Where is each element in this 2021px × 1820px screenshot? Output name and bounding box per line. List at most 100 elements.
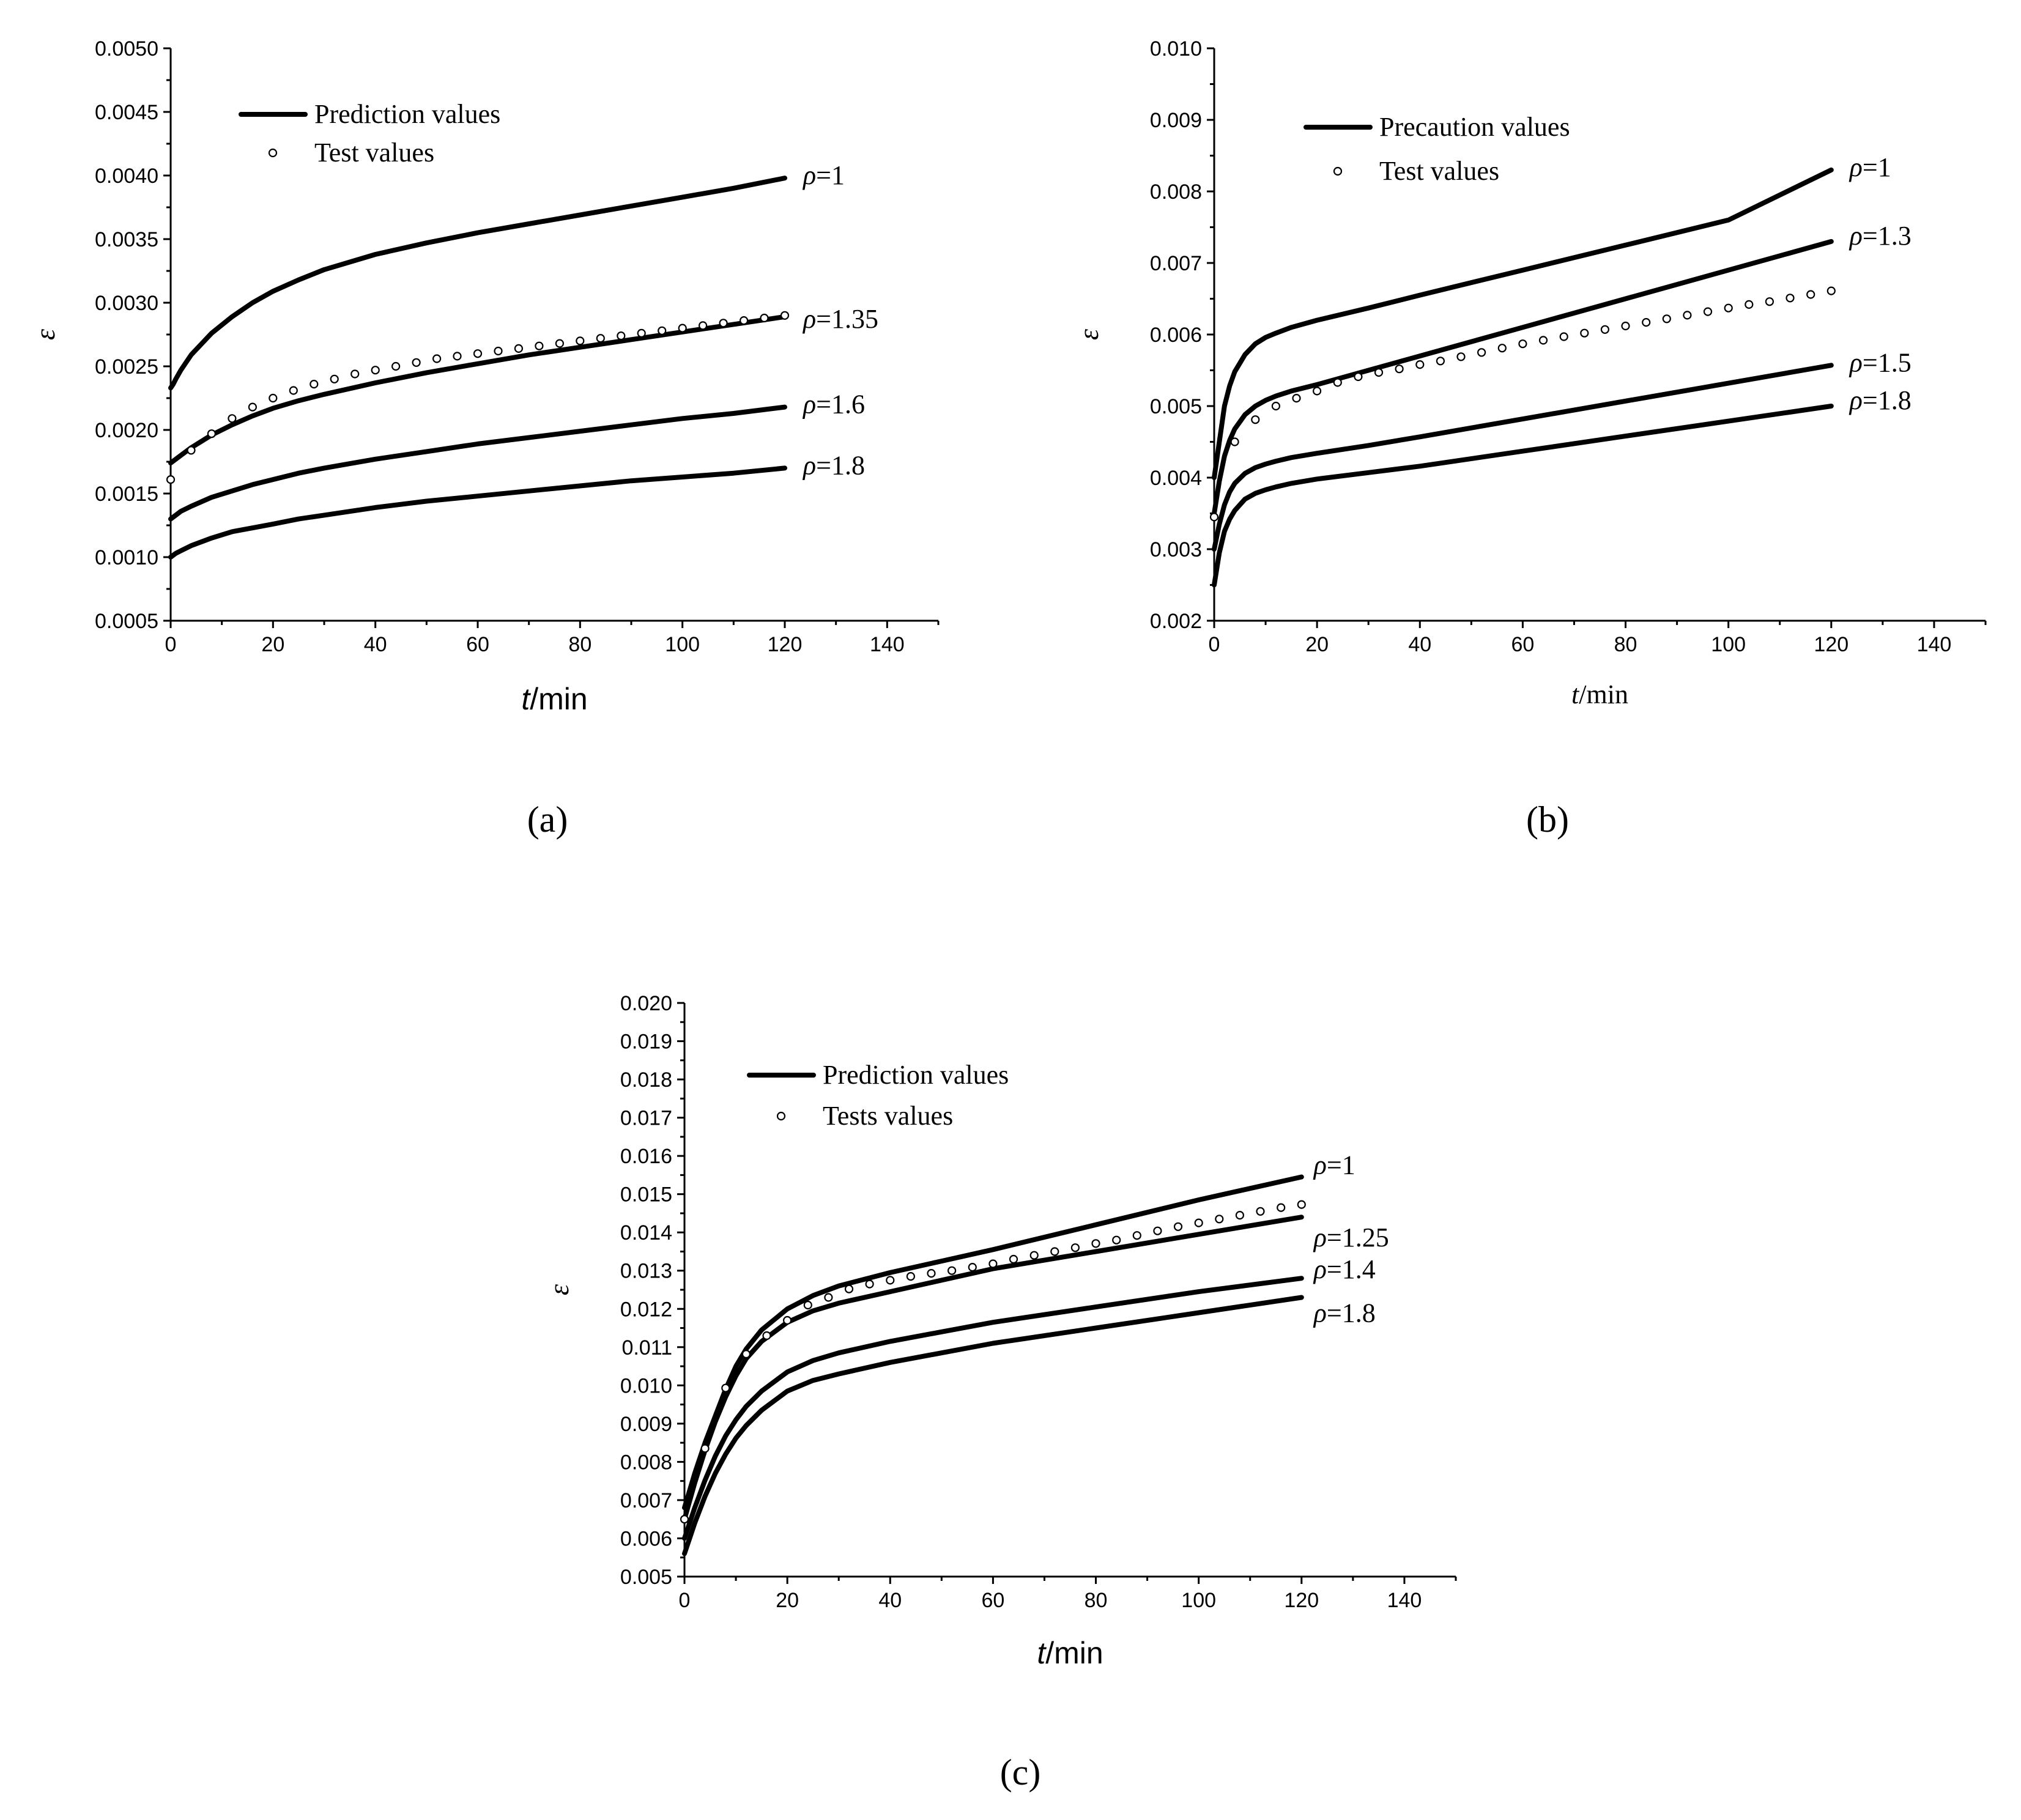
test-point — [1559, 332, 1568, 341]
y-tick-label: 0.012 — [620, 1298, 672, 1321]
test-point — [1765, 297, 1774, 306]
x-tick-label: 60 — [466, 633, 489, 656]
y-tick-label: 0.005 — [620, 1566, 672, 1589]
test-point — [1112, 1235, 1121, 1245]
x-tick-label: 140 — [1917, 633, 1952, 656]
y-tick-label: 0.002 — [1150, 610, 1202, 633]
legend-line-label: Prediction values — [314, 99, 500, 129]
x-tick-label: 20 — [776, 1589, 799, 1612]
test-point — [1683, 311, 1692, 320]
curve-label-3: ρ=1.6 — [802, 390, 865, 420]
test-point — [350, 369, 360, 379]
test-point — [865, 1279, 874, 1289]
test-point — [1703, 307, 1713, 316]
test-point — [1153, 1226, 1162, 1235]
x-tick-label: 100 — [665, 633, 700, 656]
test-point — [739, 316, 749, 325]
test-point — [453, 352, 462, 361]
test-point — [248, 402, 257, 412]
legend-line-label: Prediction values — [823, 1060, 1009, 1090]
test-point — [1230, 437, 1239, 446]
test-point — [886, 1276, 895, 1285]
test-point — [1621, 321, 1630, 331]
test-point — [1518, 339, 1527, 349]
test-point — [1251, 415, 1260, 424]
test-point — [207, 429, 216, 438]
test-point — [637, 328, 646, 338]
test-point — [1333, 378, 1342, 387]
test-point — [432, 354, 442, 363]
x-tick-label: 20 — [1305, 633, 1329, 656]
x-tick-label: 100 — [1181, 1589, 1216, 1612]
test-point — [1786, 294, 1795, 303]
y-tick-label: 0.0005 — [95, 610, 158, 633]
test-point — [700, 1444, 710, 1453]
test-point — [1600, 325, 1609, 334]
test-point — [947, 1266, 957, 1275]
x-tick-label: 20 — [261, 633, 284, 656]
curve-label-4: ρ=1.8 — [1313, 1298, 1376, 1328]
x-tick-label: 40 — [878, 1589, 902, 1612]
curve-label-3: ρ=1.4 — [1313, 1254, 1376, 1284]
test-point — [680, 1515, 689, 1524]
y-tick-label: 0.011 — [621, 1336, 672, 1359]
y-tick-label: 0.007 — [620, 1489, 672, 1512]
x-tick-label: 0 — [679, 1589, 691, 1612]
test-point — [1724, 303, 1733, 313]
test-point — [1374, 368, 1384, 377]
test-point — [187, 446, 196, 455]
x-tick-label: 40 — [364, 633, 387, 656]
y-tick-label: 0.017 — [620, 1107, 672, 1130]
test-point — [1415, 360, 1425, 369]
legend-marker-label: Test values — [1379, 156, 1499, 186]
chart-a: 0.0005 0.0010 0.0015 0.0020 0.0025 0.0030 0.00… — [29, 37, 940, 716]
series-line-3 — [682, 1276, 1304, 1541]
legend-marker-swatch — [268, 148, 278, 158]
x-tick-label: 100 — [1711, 633, 1746, 656]
test-point — [1271, 401, 1280, 411]
test-point — [760, 313, 769, 323]
y-tick-label: 0.009 — [620, 1413, 672, 1436]
y-tick-label: 0.019 — [620, 1030, 672, 1054]
test-point — [1050, 1247, 1059, 1256]
y-tick-label: 0.020 — [620, 992, 672, 1015]
y-tick-label: 0.005 — [1150, 395, 1202, 418]
test-point — [289, 386, 298, 395]
y-tick-label: 0.014 — [620, 1221, 672, 1245]
test-point — [988, 1259, 998, 1268]
test-point — [1806, 290, 1815, 299]
test-point — [1354, 372, 1363, 382]
y-axis-label: ε — [29, 328, 61, 340]
y-tick-label: 0.0050 — [95, 37, 158, 61]
y-tick-label: 0.0045 — [95, 101, 158, 124]
curve-label-4: ρ=1.8 — [802, 450, 865, 480]
x-tick-label: 60 — [1511, 633, 1534, 656]
y-axis-label: ε — [543, 1284, 574, 1295]
curve-label-3: ρ=1.5 — [1849, 347, 1912, 377]
test-point — [658, 326, 667, 335]
legend-line-label: Precaution values — [1379, 112, 1570, 142]
test-point — [1456, 352, 1466, 361]
y-tick-label: 0.003 — [1150, 538, 1202, 561]
x-axis-label: t/min — [521, 682, 587, 716]
test-point — [1538, 336, 1548, 345]
x-axis-label: t/min — [1571, 679, 1628, 709]
y-tick-label: 0.013 — [620, 1260, 672, 1283]
test-point — [968, 1263, 977, 1272]
x-tick-label: 0 — [165, 633, 177, 656]
test-point — [1497, 344, 1507, 353]
test-point — [596, 334, 605, 343]
series-line-4 — [168, 465, 787, 560]
x-tick-label: 0 — [1209, 633, 1220, 656]
test-point — [1132, 1231, 1141, 1240]
chart-b: 0.002 0.003 0.004 0.005 0.006 0.007 0.008 0.009… — [1073, 37, 1987, 709]
x-axis-label: t/min — [1037, 1636, 1103, 1670]
test-point — [721, 1383, 730, 1393]
y-tick-label: 0.0015 — [95, 483, 158, 506]
curve-label-1: ρ=1 — [802, 160, 845, 190]
y-tick-label: 0.0010 — [95, 546, 158, 569]
panel-label-a: (a) — [527, 799, 568, 840]
y-tick-label: 0.010 — [1150, 37, 1202, 61]
y-tick-label: 0.006 — [620, 1527, 672, 1550]
test-point — [1395, 364, 1404, 374]
